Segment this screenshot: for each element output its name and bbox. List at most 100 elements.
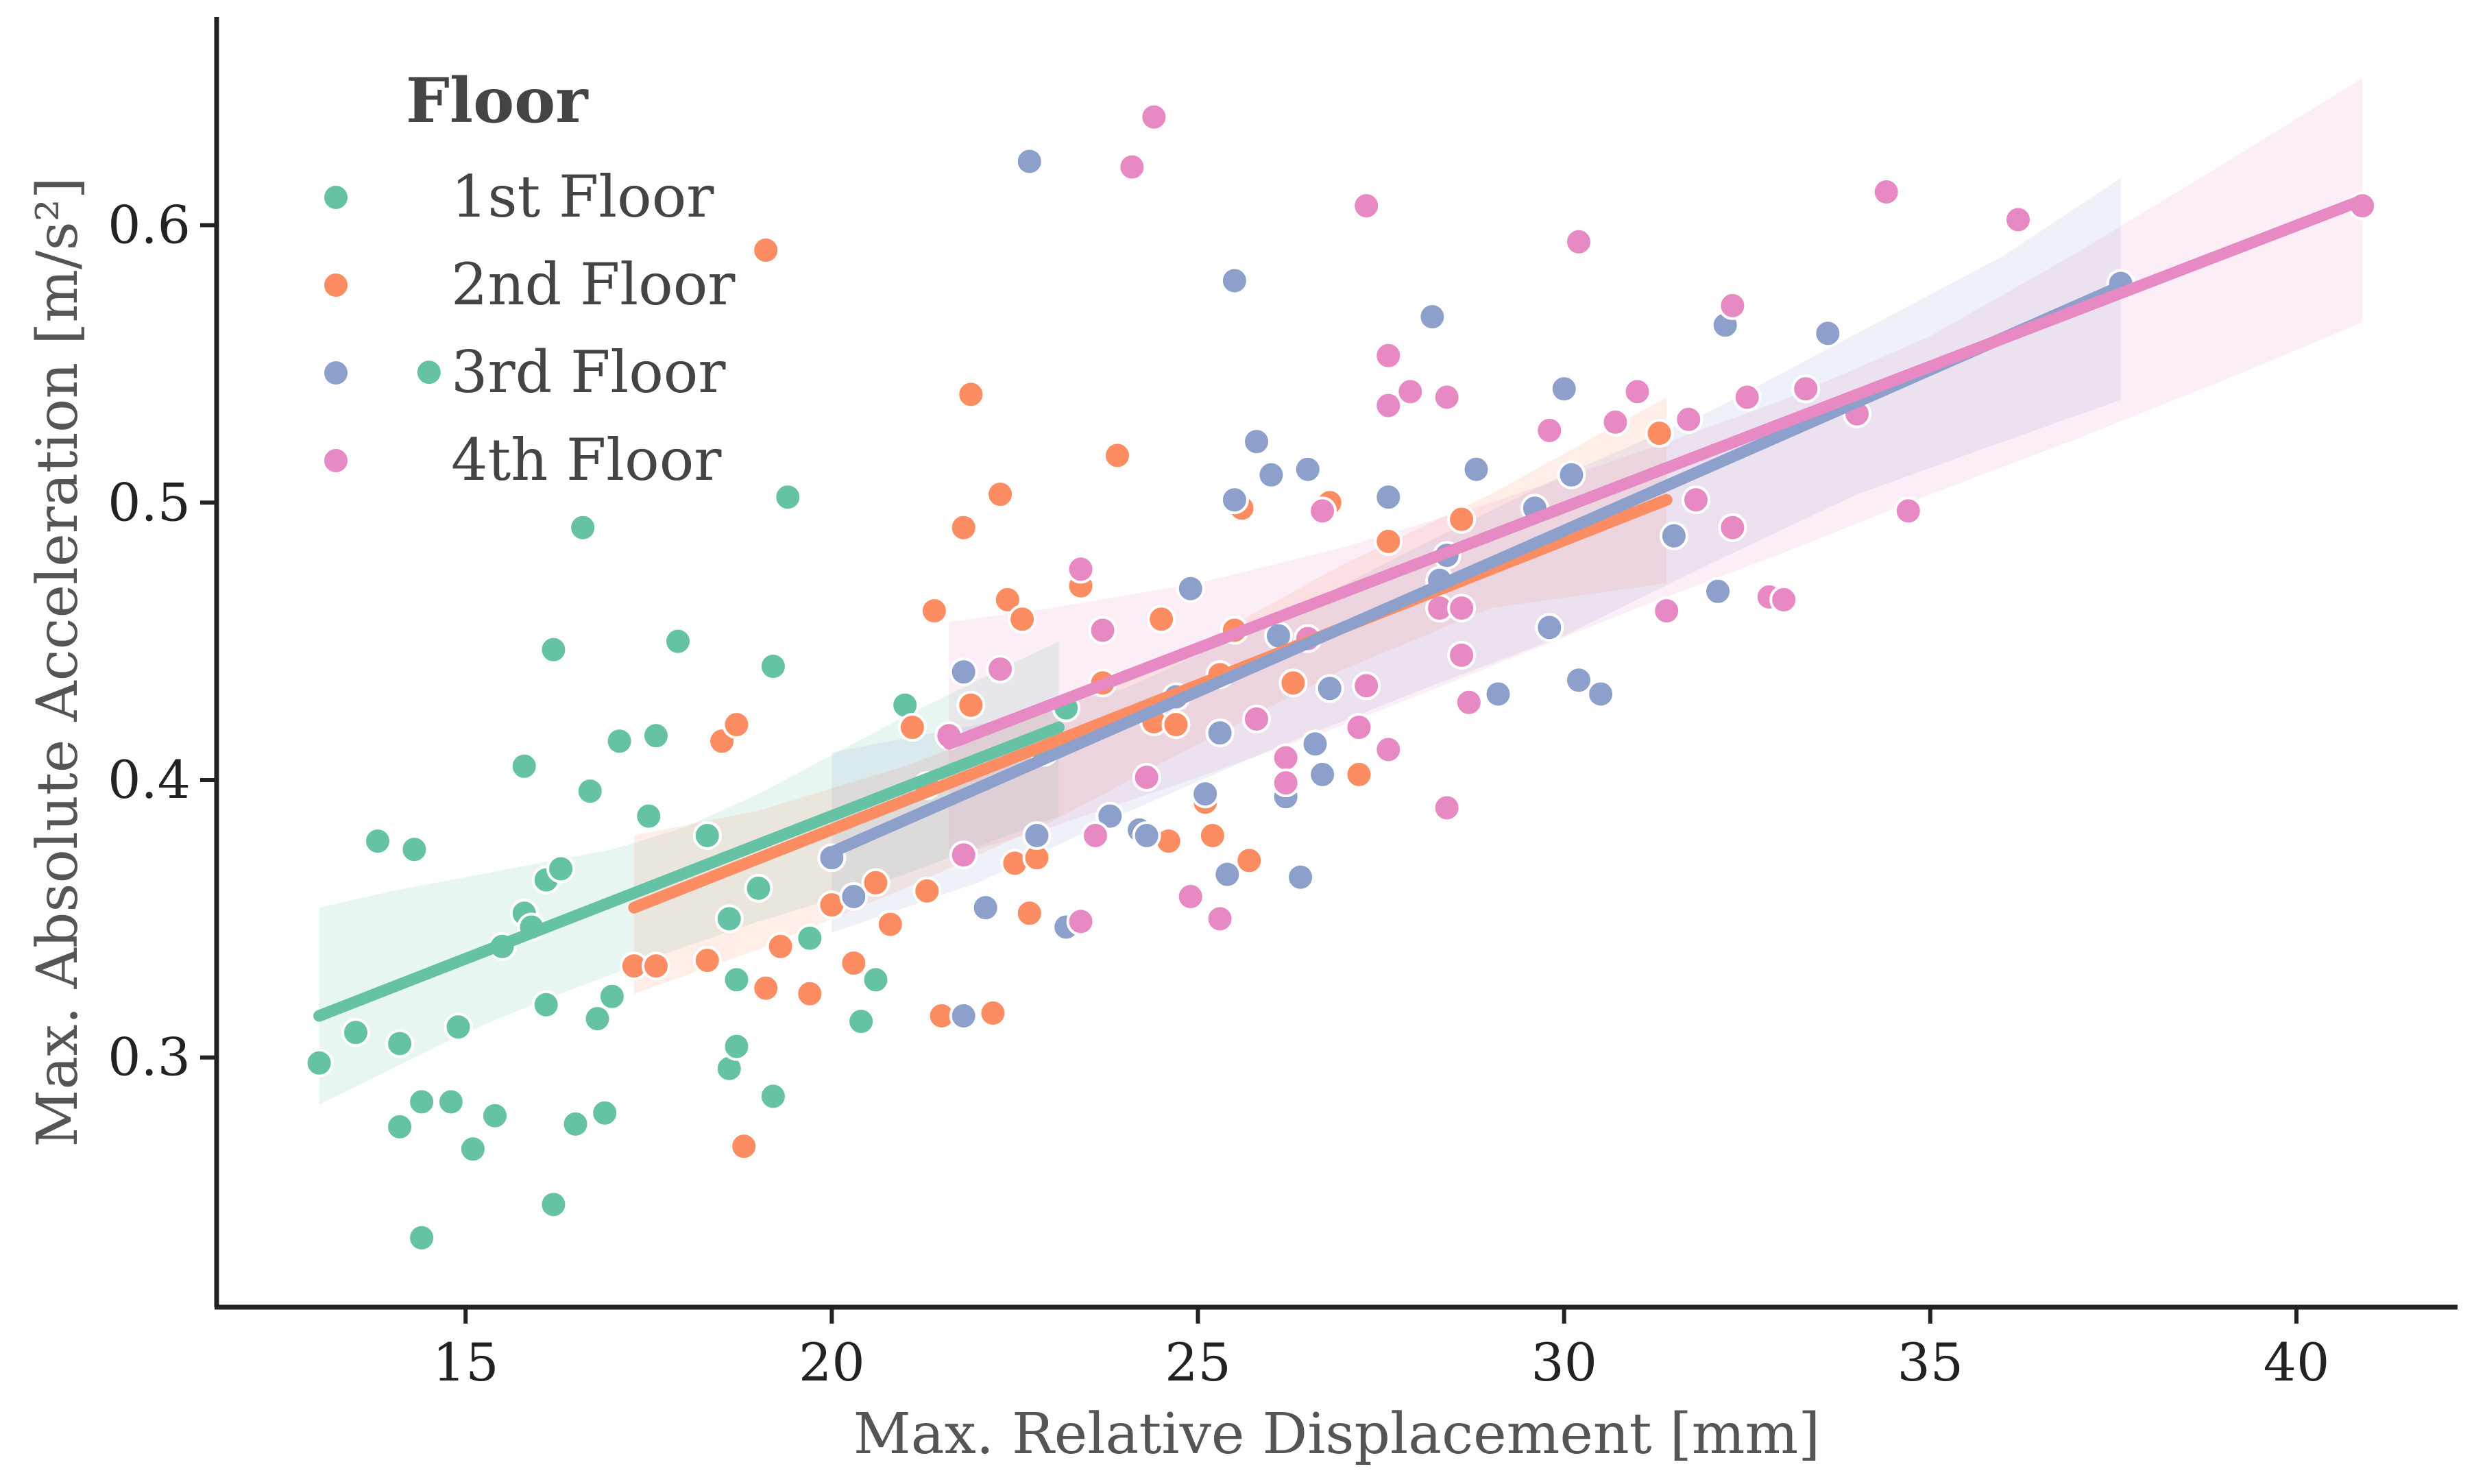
legend-marker-2nd-floor <box>322 271 350 300</box>
4th-floor-point-6 <box>1088 616 1117 645</box>
3rd-floor-point-5 <box>1015 147 1044 176</box>
2nd-floor-point-20 <box>956 690 986 720</box>
y-axis-title: Max. Absolute Acceleration [m/s²] <box>25 177 90 1147</box>
legend-marker-1st-floor <box>322 183 350 212</box>
4th-floor-point-39 <box>1732 382 1762 412</box>
2nd-floor-point-14 <box>897 713 927 742</box>
legend-marker-4th-floor <box>322 446 350 475</box>
2nd-floor-point-47 <box>1645 419 1674 448</box>
1st-floor-point-5 <box>400 835 429 864</box>
2nd-floor-point-27 <box>1015 899 1044 928</box>
2nd-floor-point-35 <box>1161 710 1191 740</box>
2nd-floor-point-37 <box>1198 821 1227 850</box>
x-tick-label-15: 15 <box>433 1332 499 1393</box>
2nd-floor-point-16 <box>912 876 942 905</box>
4th-floor-point-3 <box>1066 555 1095 584</box>
2nd-floor-point-1 <box>642 951 670 981</box>
4th-floor-point-17 <box>1344 713 1374 742</box>
1st-floor-point-32 <box>692 821 722 850</box>
4th-floor-point-42 <box>1791 374 1821 404</box>
1st-floor-point-40 <box>773 483 803 512</box>
3rd-floor-point-15 <box>1213 860 1242 889</box>
scatter-points <box>304 102 2377 1252</box>
x-tick-label-30: 30 <box>1531 1332 1597 1393</box>
4th-floor-point-5 <box>1081 821 1110 850</box>
3rd-floor-point-35 <box>1549 374 1579 404</box>
4th-floor-point-20 <box>1374 341 1403 370</box>
3rd-floor-point-25 <box>1308 759 1337 789</box>
2nd-floor-point-24 <box>993 585 1022 614</box>
legend-label-1st-floor: 1st Floor <box>451 163 714 230</box>
1st-floor-point-1 <box>341 1018 370 1047</box>
2nd-floor-point-9 <box>795 979 825 1008</box>
4th-floor-point-46 <box>2004 205 2033 234</box>
4th-floor-point-27 <box>1447 640 1477 670</box>
3rd-floor-point-13 <box>1191 779 1220 809</box>
4th-floor-point-45 <box>1893 496 1923 526</box>
1st-floor-point-23 <box>568 513 598 542</box>
4th-floor-point-8 <box>1132 763 1161 792</box>
4th-floor-regression-line <box>943 194 2368 750</box>
x-tick-label-40: 40 <box>2264 1332 2330 1393</box>
x-tick-label-25: 25 <box>1165 1332 1231 1393</box>
4th-floor-point-14 <box>1271 768 1300 798</box>
3rd-floor-point-14 <box>1205 718 1235 748</box>
1st-floor-point-20 <box>539 1190 568 1219</box>
y-tick-label-0.4: 0.4 <box>108 749 191 810</box>
2nd-floor-point-7 <box>751 236 781 265</box>
1st-floor-point-28 <box>605 727 634 756</box>
1st-floor-point-24 <box>575 777 605 806</box>
1st-floor-point-36 <box>722 965 751 995</box>
2nd-floor-point-21 <box>956 380 986 409</box>
2nd-floor-point-26 <box>1008 605 1037 634</box>
1st-floor-point-10 <box>444 1012 473 1042</box>
1st-floor-point-21 <box>546 854 576 884</box>
3rd-floor-point-38 <box>1586 679 1616 709</box>
4th-floor-point-34 <box>1652 596 1682 626</box>
y-tick-label-0.6: 0.6 <box>108 195 191 256</box>
3rd-floor-point-3 <box>949 1001 978 1030</box>
2nd-floor-point-4 <box>722 710 751 740</box>
4th-floor-point-29 <box>1454 688 1483 717</box>
4th-floor-point-36 <box>1682 485 1710 515</box>
2nd-floor-point-11 <box>839 949 869 978</box>
1st-floor-point-7 <box>407 1087 437 1117</box>
4th-floor-point-25 <box>1432 382 1462 412</box>
3rd-floor-point-6 <box>1022 821 1052 850</box>
1st-floor-point-39 <box>758 1082 788 1111</box>
3rd-floor-point-8 <box>1095 801 1125 831</box>
1st-floor-point-26 <box>590 1098 620 1128</box>
4th-floor-point-2 <box>986 655 1015 684</box>
4th-floor-point-16 <box>1308 496 1337 526</box>
legend-label-3rd-floor: 3rd Floor <box>451 339 726 406</box>
x-tick-label-20: 20 <box>799 1332 865 1393</box>
3rd-floor-point-40 <box>1703 576 1732 606</box>
2nd-floor-point-41 <box>1235 846 1264 875</box>
3rd-floor-confidence-band <box>832 178 2121 933</box>
3rd-floor-point-19 <box>1257 460 1286 489</box>
1st-floor-point-33 <box>714 904 744 934</box>
1st-floor-point-18 <box>531 990 561 1019</box>
4th-floor-point-31 <box>1564 227 1593 256</box>
3rd-floor-point-27 <box>1374 483 1403 512</box>
1st-floor-point-27 <box>597 982 627 1011</box>
1st-floor-point-43 <box>861 965 890 995</box>
3rd-floor-point-23 <box>1293 454 1322 484</box>
4th-floor-point-1 <box>949 840 978 870</box>
2nd-floor-point-46 <box>1447 504 1477 534</box>
1st-floor-point-12 <box>481 1101 509 1130</box>
2nd-floor-regression-line <box>628 494 1673 914</box>
2nd-floor-point-12 <box>861 868 890 897</box>
1st-floor-point-8 <box>414 358 444 387</box>
legend-label-4th-floor: 4th Floor <box>451 426 722 494</box>
1st-floor-point-3 <box>385 1029 415 1058</box>
4th-floor-point-7 <box>1117 152 1147 182</box>
1st-floor-point-9 <box>436 1087 465 1117</box>
regression-lines <box>313 194 2368 1022</box>
2nd-floor-point-19 <box>949 513 978 542</box>
1st-floor-point-41 <box>795 923 825 953</box>
3rd-floor-point-17 <box>1220 485 1249 515</box>
3rd-floor-point-1 <box>839 882 869 911</box>
4th-floor-point-41 <box>1769 585 1799 614</box>
